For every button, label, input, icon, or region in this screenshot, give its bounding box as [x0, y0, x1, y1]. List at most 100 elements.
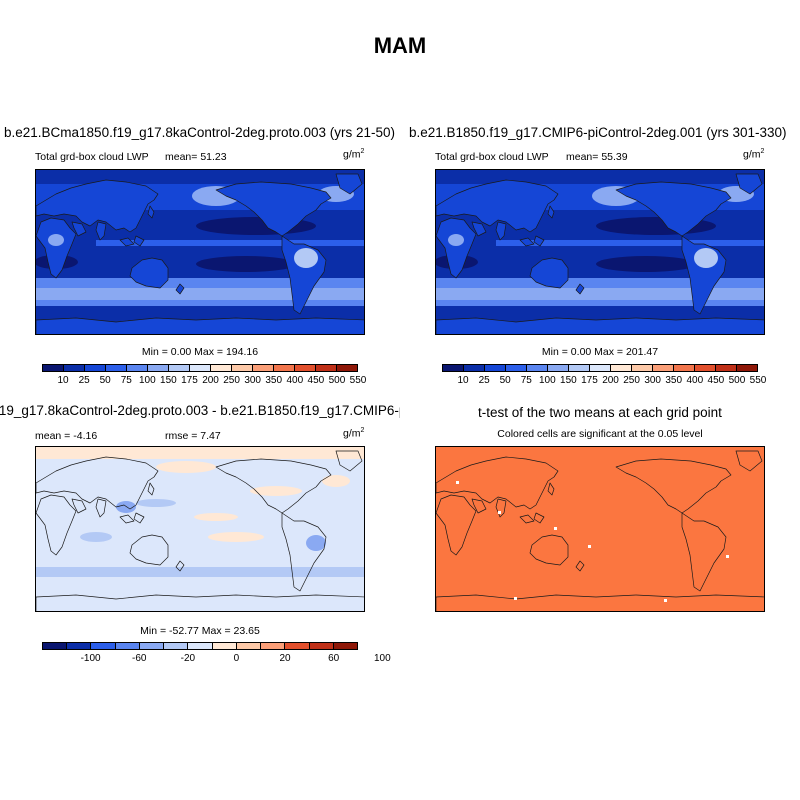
colorbar-cell: [443, 365, 464, 371]
amazon-patch: [294, 248, 318, 268]
diff-field: [36, 447, 364, 611]
amazon-patch: [694, 248, 718, 268]
diff-negative-band: [36, 567, 364, 577]
coastline: [575, 560, 585, 572]
panel1-units: g/m2: [343, 148, 364, 161]
panel3-map: [35, 446, 365, 612]
coastline: [529, 534, 569, 566]
colorbar-cell: [674, 365, 695, 371]
colorbar-cell: [485, 365, 506, 371]
colorbar-cell: [190, 365, 211, 371]
coastline: [547, 482, 555, 496]
dry-zone: [596, 256, 696, 272]
colorbar-cell: [274, 365, 295, 371]
colorbar-cell: [64, 365, 85, 371]
congo-patch: [48, 234, 64, 246]
coastline: [495, 498, 507, 518]
panel1-map-svg: [36, 170, 364, 334]
colorbar-cell: [569, 365, 590, 371]
colorbar-tick-label: 450: [707, 375, 725, 386]
panel1-colorbar: [42, 364, 358, 372]
diff-anomaly: [156, 461, 216, 473]
colorbar-cell: [211, 365, 232, 371]
diff-colorbar-cell: [333, 643, 358, 649]
colorbar-tick-label: 500: [328, 375, 346, 386]
diff-anomaly: [208, 532, 264, 542]
diff-colorbar-cell: [139, 643, 165, 649]
coastline: [133, 512, 145, 524]
colorbar-cell: [527, 365, 548, 371]
dry-zone: [196, 256, 296, 272]
colorbar-cell: [106, 365, 127, 371]
coastline: [133, 235, 145, 247]
diff-colorbar-cell: [236, 643, 262, 649]
colorbar-cell: [506, 365, 527, 371]
colorbar-tick-label: 250: [223, 375, 240, 386]
colorbar-tick-label: 300: [644, 375, 661, 386]
colorbar-tick-label: 350: [265, 375, 283, 386]
non-significant-cell: [726, 555, 729, 558]
sh-storm-core: [36, 288, 364, 300]
colorbar-tick-label: 50: [99, 375, 111, 386]
panel2-map: [435, 169, 765, 335]
panel4-title: t-test of the two means at each grid poi…: [478, 405, 722, 420]
panel1-colorbar-labels: 10 25 50 75 100 150 175 200 250 300 350 400 450 500 55…: [42, 375, 367, 387]
panel4-map: [435, 446, 765, 612]
coastline: [95, 498, 107, 518]
colorbar-cell: [232, 365, 253, 371]
colorbar-tick-label: 150: [160, 375, 177, 386]
coastline: [129, 257, 169, 289]
diff-colorbar-cell: [188, 643, 213, 649]
coastline: [533, 512, 545, 524]
panel2-colorbar-labels: 10 25 50 75 100 150 175 200 250 300 350 400 450 500 55…: [442, 375, 767, 387]
diff-anomaly: [322, 475, 350, 487]
coastline: [436, 179, 559, 233]
coastline: [519, 237, 535, 247]
panel2-stats: Min = 0.00 Max = 201.47: [541, 346, 659, 358]
colorbar-cell: [169, 365, 190, 371]
coastline: [735, 450, 763, 472]
colorbar-tick-label: 500: [728, 375, 746, 386]
coastline: [36, 317, 364, 334]
colorbar-tick-label: 75: [120, 375, 132, 386]
colorbar-tick-label: 20: [279, 653, 291, 664]
colorbar-cell: [464, 365, 485, 371]
colorbar-cell: [316, 365, 337, 371]
coastline: [215, 458, 332, 514]
colorbar-tick-label: 200: [202, 375, 219, 386]
coastline: [615, 181, 732, 237]
colorbar-cell: [611, 365, 632, 371]
colorbar-tick-label: 0: [233, 653, 240, 664]
coastline: [119, 514, 135, 524]
panel3-mean: mean = -4.16: [35, 430, 98, 442]
diff-colorbar-cell: [67, 643, 92, 649]
colorbar-cell: [43, 365, 64, 371]
diff-colorbar-cell: [164, 643, 189, 649]
coastline: [335, 450, 363, 472]
panel3-stats: Min = -52.77 Max = 23.65: [140, 625, 260, 637]
coastline: [36, 456, 159, 510]
coastline: [735, 173, 763, 195]
colorbar-cell: [653, 365, 674, 371]
panel2-variable: Total grd-box cloud LWP: [435, 151, 549, 163]
panel3-units-base: g/m: [343, 427, 361, 440]
non-significant-cell: [554, 527, 557, 530]
panel1-stats: Min = 0.00 Max = 194.16: [141, 346, 259, 358]
diff-anomaly: [250, 486, 302, 496]
colorbar-tick-label: 75: [520, 375, 532, 386]
colorbar-tick-label: 100: [138, 375, 156, 386]
diff-colorbar-cell: [212, 643, 237, 649]
coastline: [533, 235, 545, 247]
diff-positive-band: [36, 447, 364, 459]
non-significant-cell: [514, 597, 517, 600]
non-significant-cell: [588, 545, 591, 548]
colorbar-tick-label: 550: [749, 375, 767, 386]
itcz-band: [496, 240, 764, 246]
colorbar-tick-label: 10: [457, 375, 469, 386]
diff-colorbar-cell: [43, 643, 68, 649]
sh-storm-core: [436, 288, 764, 300]
coastline: [436, 317, 764, 334]
diff-colorbar-cell: [285, 643, 310, 649]
coastline: [71, 221, 87, 237]
coastline: [129, 534, 169, 566]
